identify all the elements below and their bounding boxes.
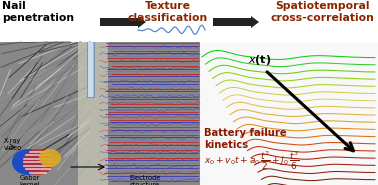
Text: $\mathbf{\mathit{x}(t)}$: $\mathbf{\mathit{x}(t)}$ <box>248 53 271 67</box>
Bar <box>78 42 108 185</box>
FancyArrow shape <box>213 16 259 28</box>
Ellipse shape <box>23 149 53 175</box>
Bar <box>87 42 94 97</box>
Ellipse shape <box>39 149 61 167</box>
Ellipse shape <box>12 149 44 175</box>
FancyArrow shape <box>100 16 146 28</box>
Bar <box>0 42 200 185</box>
Bar <box>200 42 378 185</box>
Text: Nail
penetration: Nail penetration <box>2 1 74 23</box>
Text: Spatiotemporal
cross-correlation: Spatiotemporal cross-correlation <box>270 1 374 23</box>
Text: Texture
classification: Texture classification <box>128 1 208 23</box>
Text: Electrode
structure: Electrode structure <box>129 175 161 185</box>
Bar <box>88 42 93 97</box>
Text: Gabor
kernel: Gabor kernel <box>20 175 40 185</box>
Text: Battery failure
kinetics: Battery failure kinetics <box>204 128 287 150</box>
Text: X-ray
video: X-ray video <box>4 138 22 151</box>
Text: $x_0 + v_0t + a_0\,\dfrac{t^2}{2} + j_0\,\dfrac{t^3}{6}$: $x_0 + v_0t + a_0\,\dfrac{t^2}{2} + j_0\… <box>204 150 300 172</box>
